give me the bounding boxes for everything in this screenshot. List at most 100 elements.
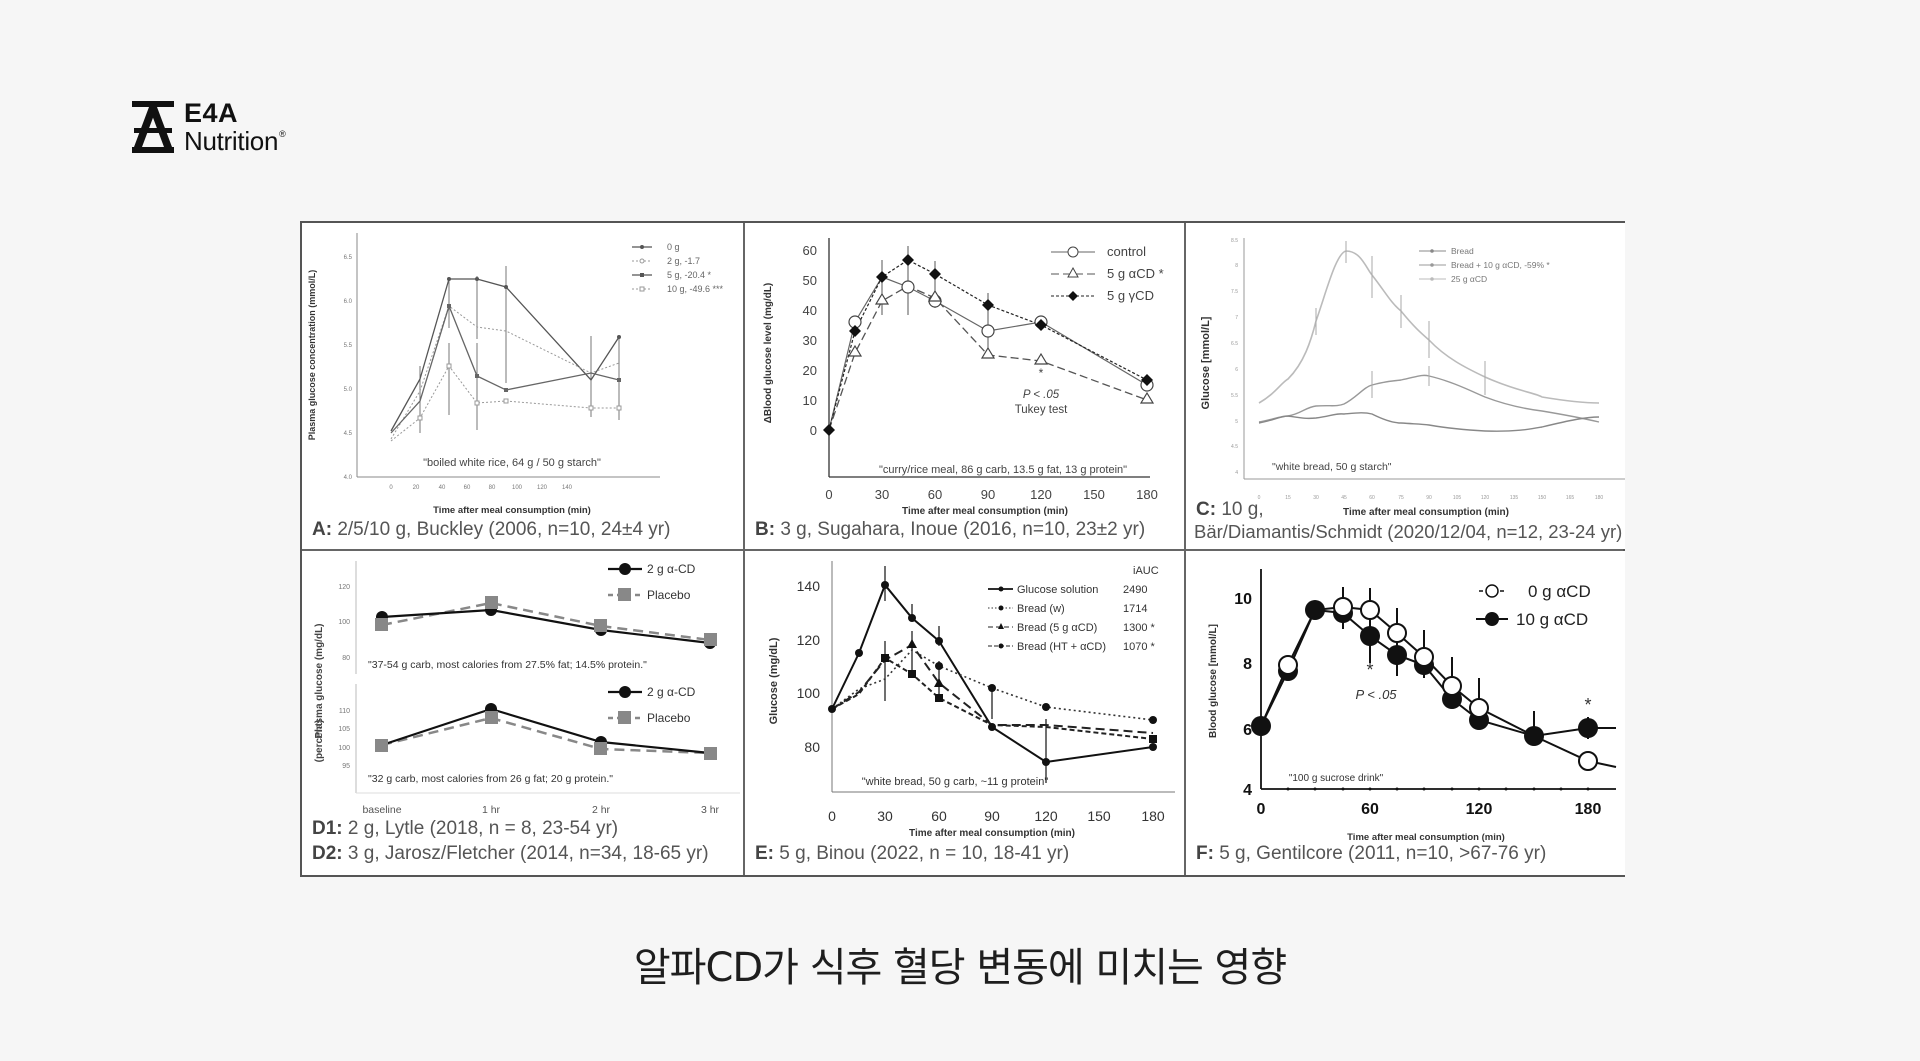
svg-text:Bread (w): Bread (w) (1017, 603, 1065, 615)
svg-text:120: 120 (1030, 487, 1052, 502)
svg-text:140: 140 (797, 578, 821, 594)
svg-text:180: 180 (1575, 801, 1602, 818)
svg-text:4: 4 (1243, 782, 1252, 799)
svg-text:Placebo: Placebo (647, 711, 691, 725)
svg-text:*: * (1366, 660, 1373, 680)
svg-text:100: 100 (512, 485, 523, 491)
panel-e: 140 120 100 80 0 30 60 90 120 150 180 Glucose (m… (745, 551, 1184, 875)
svg-text:80: 80 (342, 655, 350, 662)
svg-text:60: 60 (1369, 495, 1375, 501)
panel-d: 120 100 80 110 105 100 95 Plasma glucose (mg/… (302, 551, 743, 875)
svg-text:105: 105 (1453, 495, 1462, 501)
svg-text:75: 75 (1398, 495, 1404, 501)
svg-text:6.0: 6.0 (344, 299, 353, 305)
svg-text:Glucose [mmol/L]: Glucose [mmol/L] (1200, 316, 1212, 409)
svg-text:0: 0 (828, 808, 836, 824)
svg-text:95: 95 (342, 763, 350, 770)
svg-text:25 g αCD: 25 g αCD (1451, 274, 1487, 284)
svg-text:120: 120 (1466, 801, 1493, 818)
svg-text:Time after meal consumption (m: Time after meal consumption (min) (909, 828, 1075, 839)
svg-text:30: 30 (877, 808, 893, 824)
svg-text:0 g αCD: 0 g αCD (1528, 582, 1591, 601)
svg-text:110: 110 (339, 708, 350, 715)
chart-a: 4.04.55.0 5.56.06.5 0 20 40 60 80 100 120 140 … (307, 233, 724, 516)
svg-text:120: 120 (537, 485, 548, 491)
svg-text:5.0: 5.0 (344, 387, 353, 393)
svg-text:60: 60 (931, 808, 947, 824)
svg-text:80: 80 (804, 739, 820, 755)
svg-text:P < .05: P < .05 (1023, 389, 1060, 401)
divider-horizontal (302, 549, 1623, 551)
svg-text:1070 *: 1070 * (1123, 641, 1156, 653)
svg-text:2 g α-CD: 2 g α-CD (647, 562, 696, 576)
svg-text:"white bread, 50 g carb, ~11 g: "white bread, 50 g carb, ~11 g protein" (862, 776, 1049, 788)
svg-text:Time after meal consumption (m: Time after meal consumption (min) (433, 505, 591, 516)
svg-text:"boiled white rice, 64 g / 50: "boiled white rice, 64 g / 50 g starch" (423, 457, 601, 469)
chart-f: 10 8 6 4 0 60 120 180 Blood glucose [mmol/L] T… (1208, 569, 1617, 843)
svg-text:5 g αCD *: 5 g αCD * (1107, 266, 1164, 281)
svg-text:(percent): (percent) (314, 720, 325, 763)
svg-text:4.5: 4.5 (1231, 444, 1238, 450)
svg-text:Time after meal consumption (m: Time after meal consumption (min) (1347, 832, 1505, 843)
svg-text:100: 100 (338, 745, 350, 752)
chart-c: 8.5 8 7.5 7 6.5 6 5.5 5 4.5 4 0 15 30 45 60 75 90 105 1… (1200, 238, 1625, 518)
svg-text:45: 45 (1341, 495, 1347, 501)
svg-text:Bread: Bread (1451, 246, 1474, 256)
svg-text:15: 15 (1285, 495, 1291, 501)
svg-text:0: 0 (825, 487, 832, 502)
svg-text:Placebo: Placebo (647, 588, 691, 602)
svg-text:80: 80 (489, 485, 496, 491)
e4a-nutrition-logo: E4A Nutrition® (132, 98, 286, 156)
svg-text:"100 g sucrose drink": "100 g sucrose drink" (1289, 773, 1384, 784)
svg-text:8.5: 8.5 (1231, 238, 1238, 244)
svg-text:7.5: 7.5 (1231, 289, 1238, 295)
svg-text:5 g, -20.4 *: 5 g, -20.4 * (667, 270, 712, 280)
figure-grid: 4.0 4.5 5.0 5.5 6.0 6.5 0 20 40 60 80 100 120 140 … (300, 221, 1625, 877)
svg-text:30: 30 (875, 487, 889, 502)
svg-text:2 hr: 2 hr (592, 804, 611, 816)
svg-text:Time after meal consumption (m: Time after meal consumption (min) (902, 506, 1068, 517)
svg-text:150: 150 (1087, 808, 1111, 824)
svg-text:10 g, -49.6 ***: 10 g, -49.6 *** (667, 284, 724, 294)
svg-text:180: 180 (1595, 495, 1604, 501)
svg-text:4.5: 4.5 (344, 431, 353, 437)
svg-text:7: 7 (1235, 315, 1238, 321)
svg-text:8: 8 (1243, 656, 1252, 673)
svg-text:0: 0 (810, 423, 817, 438)
caption-c-line1: C: 10 g, (1196, 499, 1264, 520)
svg-text:30: 30 (1313, 495, 1319, 501)
svg-text:30: 30 (803, 333, 817, 348)
svg-text:105: 105 (338, 726, 350, 733)
chart-d: 120 100 80 110 105 100 95 Plasma glucose (mg/… (314, 561, 740, 816)
svg-text:165: 165 (1566, 495, 1575, 501)
svg-text:6.5: 6.5 (344, 255, 353, 261)
caption-e: E: 5 g, Binou (2022, n = 10, 18-41 yr) (755, 843, 1070, 864)
svg-text:6.5: 6.5 (1231, 341, 1238, 347)
svg-text:2490: 2490 (1123, 584, 1147, 596)
svg-text:3 hr: 3 hr (701, 804, 720, 816)
svg-text:4.0: 4.0 (344, 475, 353, 481)
svg-text:100: 100 (797, 685, 821, 701)
svg-text:120: 120 (1481, 495, 1490, 501)
svg-text:iAUC: iAUC (1133, 565, 1159, 577)
svg-text:ΔBlood glucose level (mg/dL): ΔBlood glucose level (mg/dL) (763, 283, 774, 424)
svg-text:*: * (1039, 366, 1044, 380)
svg-text:Blood glucose [mmol/L]: Blood glucose [mmol/L] (1208, 624, 1219, 738)
svg-text:P < .05: P < .05 (1355, 687, 1397, 702)
svg-text:40: 40 (439, 485, 446, 491)
svg-text:40: 40 (803, 303, 817, 318)
svg-text:5.5: 5.5 (344, 343, 353, 349)
svg-text:0: 0 (1257, 801, 1266, 818)
panel-a: 4.0 4.5 5.0 5.5 6.0 6.5 0 20 40 60 80 100 120 140 … (302, 223, 743, 549)
svg-text:control: control (1107, 244, 1146, 259)
svg-text:50: 50 (803, 273, 817, 288)
logo-text-nutrition: Nutrition® (184, 126, 286, 156)
divider-vertical-2-lower (1184, 551, 1186, 875)
e4a-logo-mark-icon (132, 101, 174, 153)
svg-text:baseline: baseline (362, 804, 401, 816)
caption-f: F: 5 g, Gentilcore (2011, n=10, >67-76 y… (1196, 843, 1547, 864)
svg-text:120: 120 (797, 632, 821, 648)
caption-d2: D2: 3 g, Jarosz/Fletcher (2014, n=34, 18… (312, 843, 709, 864)
logo-text-e4a: E4A (184, 98, 239, 128)
svg-text:180: 180 (1141, 808, 1165, 824)
